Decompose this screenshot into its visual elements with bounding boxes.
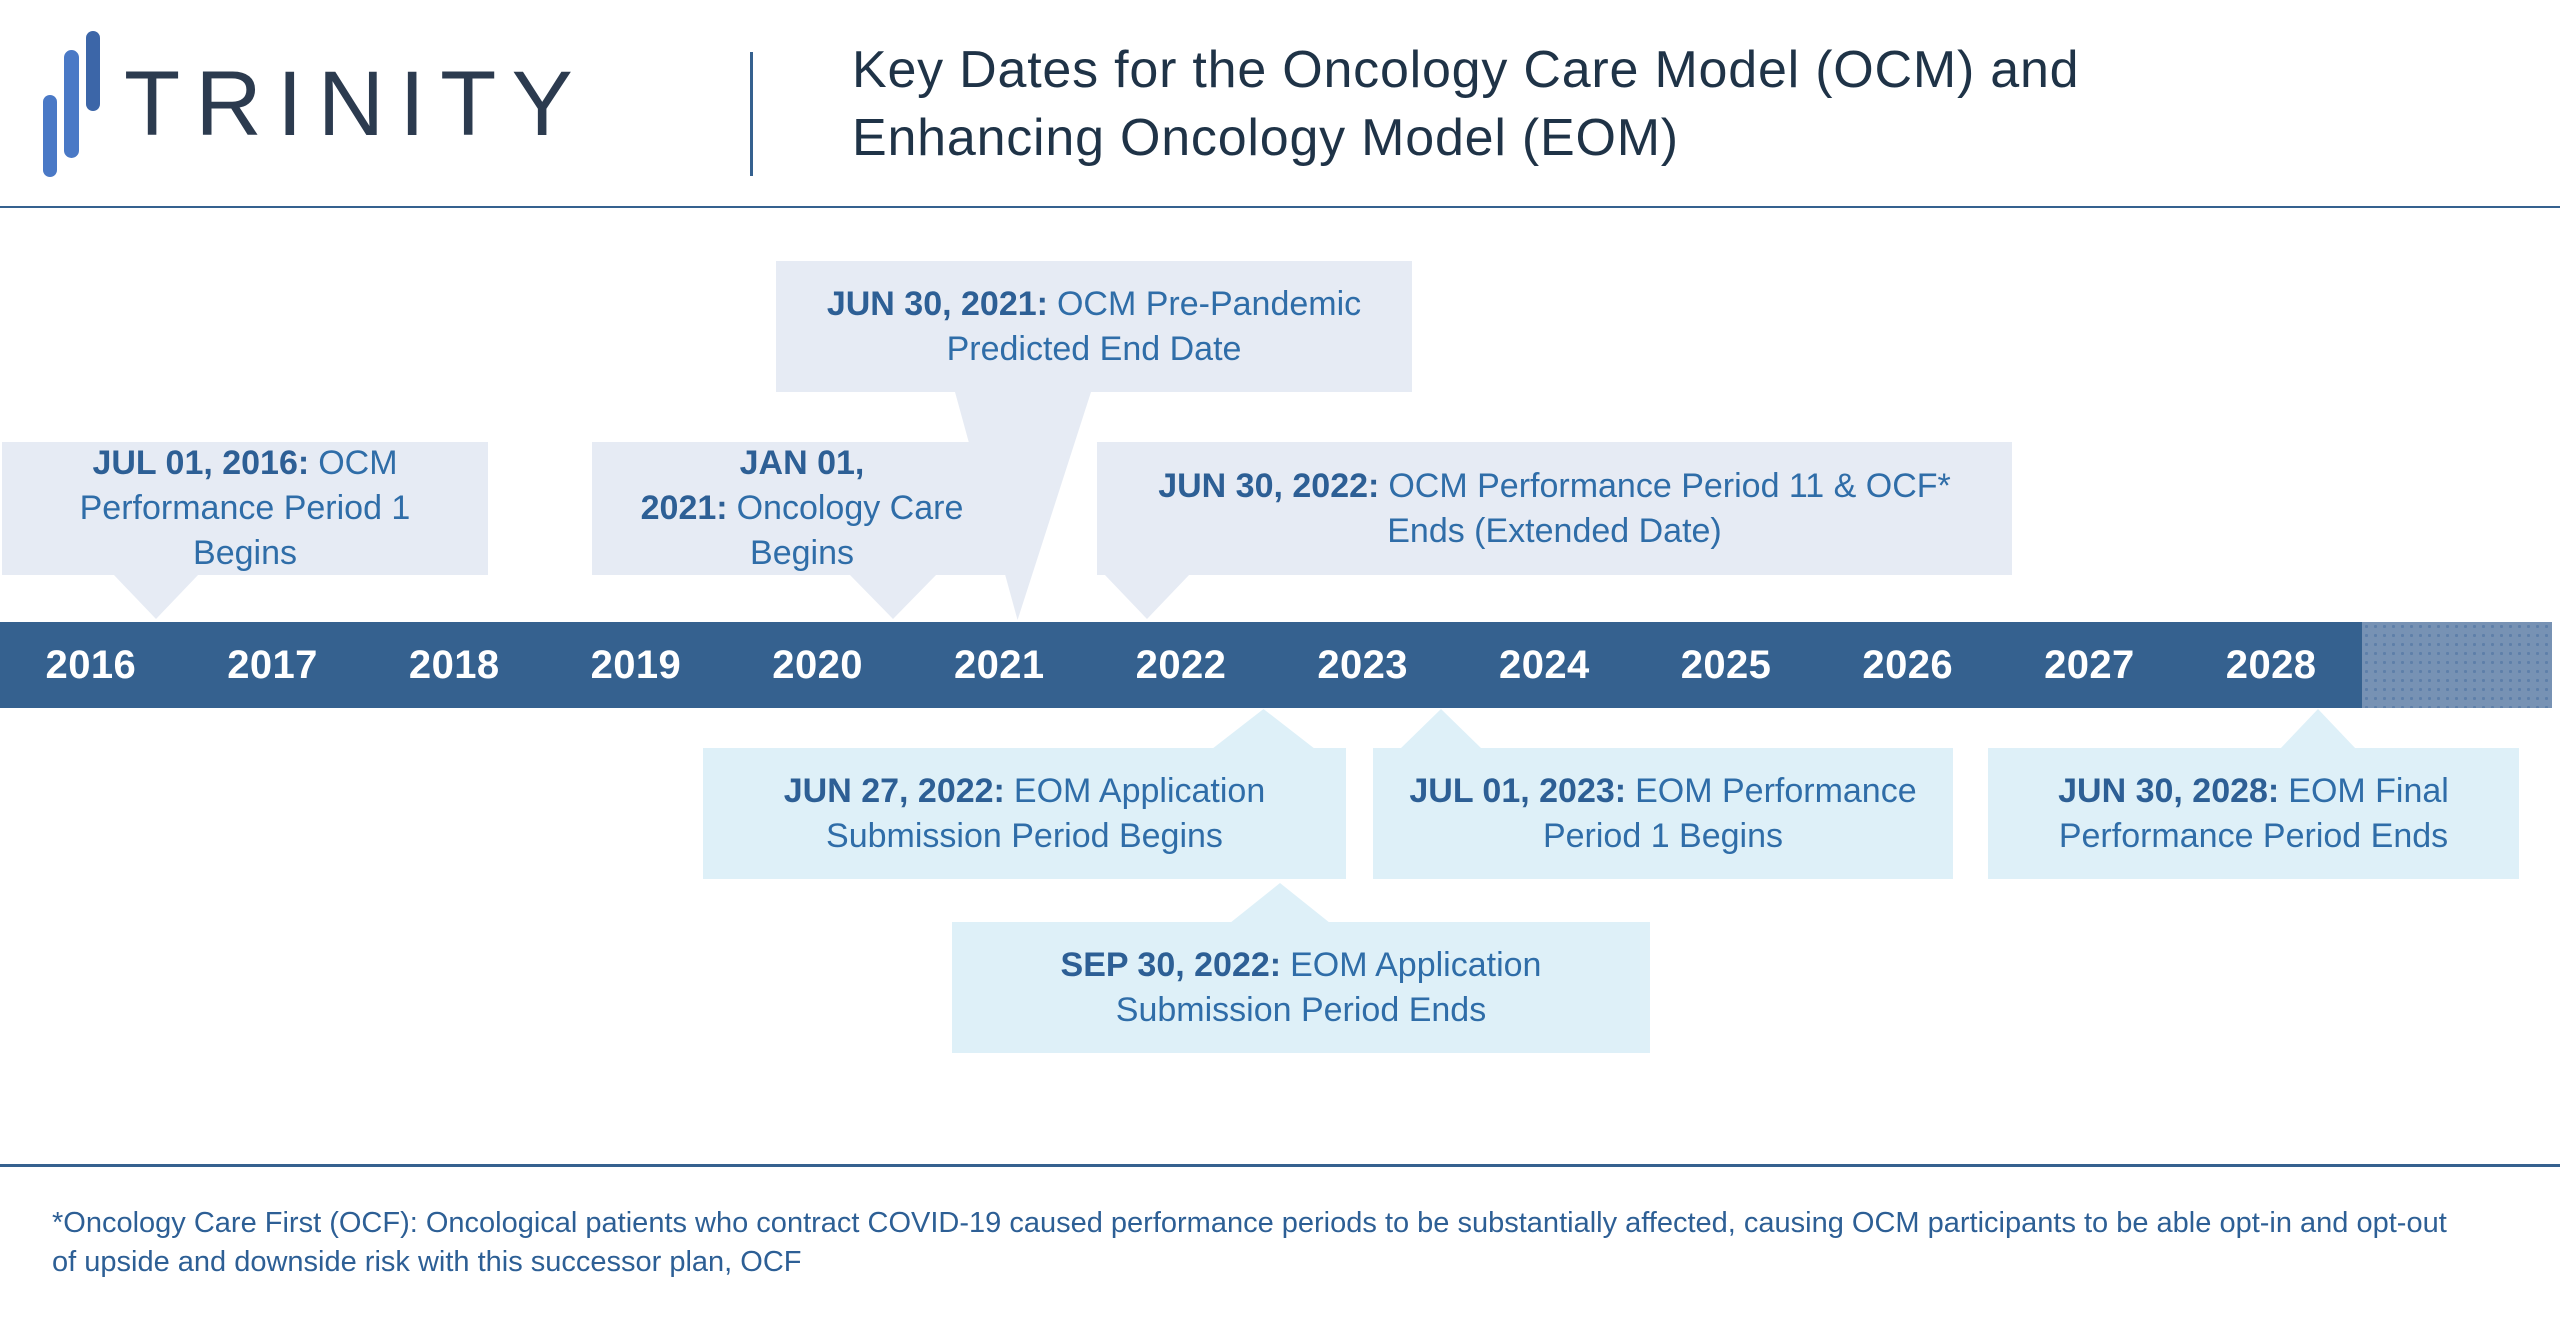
event-text: SEP 30, 2022: EOM Application Submission … <box>978 943 1624 1033</box>
event-text: JUN 30, 2028: EOM Final Performance Perio… <box>2014 769 2493 859</box>
year-label-2023: 2023 <box>1317 642 1408 687</box>
event-label: OCM Performance Period 1 Begins <box>79 444 411 572</box>
page-title: Key Dates for the Oncology Care Model (O… <box>852 36 2472 172</box>
page-title-line1: Key Dates for the Oncology Care Model (O… <box>852 41 2080 99</box>
event-eom-app-ends: SEP 30, 2022: EOM Application Submission … <box>952 922 1650 1053</box>
year-label-2028: 2028 <box>2225 642 2317 687</box>
pointer-ocm-pp11-ocf-ends <box>1104 574 1190 619</box>
header-rule <box>0 206 2560 208</box>
event-date: SEP 30, 2022: <box>1060 945 1282 984</box>
event-date: JAN 01, 2021: <box>640 444 865 527</box>
logo-bar-icon <box>64 50 79 158</box>
pointer-eom-app-ends <box>1230 883 1330 923</box>
pointer-eom-final-ends <box>2280 709 2356 749</box>
year-label-2025: 2025 <box>1680 642 1772 687</box>
event-text: JAN 01, 2021: Oncology Care Begins <box>618 441 986 576</box>
year-label-2020: 2020 <box>772 642 863 687</box>
event-date: JUN 30, 2028: <box>2058 771 2280 810</box>
event-text: JUN 30, 2022: OCM Performance Period 11 &… <box>1123 464 1986 554</box>
event-text: JUL 01, 2023: EOM Performance Period 1 Be… <box>1399 769 1927 859</box>
year-label-2022: 2022 <box>1135 642 1227 687</box>
year-label-2016: 2016 <box>45 642 137 687</box>
event-ocm-prepandemic-end: JUN 30, 2021: OCM Pre-Pandemic Predicted … <box>776 261 1412 392</box>
event-oncology-care-begins: JAN 01, 2021: Oncology Care Begins <box>592 442 1012 575</box>
timeline-bar: 2016 2017 2018 2019 2020 2021 2022 2023 … <box>0 622 2362 708</box>
year-label-2026: 2026 <box>1862 642 1954 687</box>
year-label-2027: 2027 <box>2044 642 2135 687</box>
pointer-eom-app-begins <box>1212 709 1315 749</box>
year-label-2024: 2024 <box>1499 642 1590 687</box>
pointer-oncology-care-begins <box>849 574 937 619</box>
event-ocm-pp1-begins: JUL 01, 2016: OCM Performance Period 1 Be… <box>2 442 488 575</box>
event-label: EOM Application Submission Period Ends <box>1115 945 1542 1029</box>
footnote: *Oncology Care First (OCF): Oncological … <box>52 1207 2447 1278</box>
event-ocm-pp11-ocf-ends: JUN 30, 2022: OCM Performance Period 11 &… <box>1097 442 2012 575</box>
year-label-2019: 2019 <box>590 642 682 687</box>
event-text: JUL 01, 2016: OCM Performance Period 1 Be… <box>28 441 462 576</box>
event-label: OCM Pre-Pandemic Predicted End Date <box>946 284 1362 368</box>
pointer-ocm-pp1-begins <box>113 574 199 619</box>
event-date: JUL 01, 2016: <box>92 444 310 482</box>
year-label-2017: 2017 <box>227 642 318 687</box>
event-date: JUN 30, 2022: <box>1158 466 1380 505</box>
brand-name: TRINITY <box>124 53 589 155</box>
logo-bar-icon <box>43 95 57 177</box>
year-label-2021: 2021 <box>953 642 1045 687</box>
event-label: EOM Performance Period 1 Begins <box>1542 771 1917 855</box>
footer-rule <box>0 1164 2560 1167</box>
logo-bar-icon <box>86 31 100 111</box>
event-label: OCM Performance Period 11 & OCF* Ends (E… <box>1387 466 1951 550</box>
event-text: JUN 30, 2021: OCM Pre-Pandemic Predicted … <box>802 282 1386 372</box>
event-text: JUN 27, 2022: EOM Application Submission … <box>729 769 1320 859</box>
timeline-extension-bar <box>2362 622 2552 708</box>
event-date: JUN 30, 2021: <box>826 284 1048 323</box>
event-eom-pp1-begins: JUL 01, 2023: EOM Performance Period 1 Be… <box>1373 748 1953 879</box>
event-eom-app-begins: JUN 27, 2022: EOM Application Submission … <box>703 748 1346 879</box>
page-title-line2: Enhancing Oncology Model (EOM) <box>852 109 1679 167</box>
event-label: Oncology Care Begins <box>736 489 964 572</box>
event-label: EOM Application Submission Period Begins <box>826 771 1266 855</box>
header-divider <box>750 52 753 176</box>
year-label-2018: 2018 <box>408 642 500 687</box>
pointer-eom-pp1-begins <box>1400 709 1482 749</box>
event-label: EOM Final Performance Period Ends <box>2058 771 2449 855</box>
event-date: JUL 01, 2023: <box>1409 771 1627 810</box>
event-eom-final-ends: JUN 30, 2028: EOM Final Performance Perio… <box>1988 748 2519 879</box>
event-date: JUN 27, 2022: <box>783 771 1005 810</box>
